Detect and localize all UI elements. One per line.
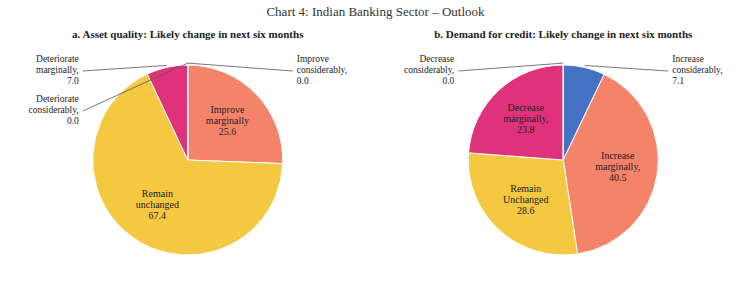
slice-label-line: Unchanged [503,194,549,205]
slice-label-line: 7.1 [672,76,684,86]
pie-slice [563,74,658,254]
slice-label-line: 25.6 [219,126,237,137]
slice-label: Decreasemarginally,23.8 [503,102,548,135]
slice-label-line: Deteriorate [36,94,79,104]
slice-label-line: 67.4 [149,210,167,221]
pie-slice [187,65,188,160]
pie-slice [469,65,564,160]
pie-slice [147,65,187,160]
slice-label: Increasemarginally,40.5 [595,150,640,183]
slice-label: Deterioratemarginally,7.0 [36,54,79,86]
slice-label-line: considerably, [404,65,454,75]
slice-label: RemainUnchanged28.6 [503,183,549,216]
leader-line [83,65,167,71]
pie-panel: Improvemarginally25.6Remainunchanged67.4… [28,54,347,255]
slice-label-line: Decrease [507,102,544,113]
slice-label-line: Increase [672,54,704,64]
slice-label: Increaseconsiderably,7.1 [672,54,722,86]
slice-label-line: 23.8 [517,124,535,135]
chart-root: Chart 4: Indian Banking Sector – Outlook… [0,0,751,298]
slice-label: Remainunchanged67.4 [136,188,179,221]
leader-line [188,63,293,71]
slice-label-line: Deteriorate [36,54,79,64]
slice-label-line: considerably, [297,65,347,75]
slice-label-line: Improve [297,54,329,64]
slice-label-line: Remain [510,183,541,194]
pie-slice [563,65,564,160]
leader-line [458,63,563,71]
slice-label-line: marginally, [36,65,79,75]
chart-title: a. Asset quality: Likely change in next … [72,28,304,40]
slice-label: Deteriorateconsiderably,0.0 [28,94,79,126]
slice-label-line: Decrease [419,54,454,64]
slice-label-line: Improve [210,104,244,115]
pie-slice [187,65,188,160]
slice-label: Improveconsiderably,0.0 [297,54,347,86]
slice-label-line: considerably, [672,65,722,75]
slice-label-line: Increase [601,150,635,161]
slice-label-line: Remain [142,188,173,199]
slice-label-line: marginally [206,115,249,126]
slice-label-line: 40.5 [609,172,627,183]
slice-label-line: unchanged [136,199,179,210]
leader-line [83,63,188,111]
slice-label-line: 28.6 [517,205,535,216]
pie-panel: Increasemarginally,40.5RemainUnchanged28… [404,54,723,255]
slice-label: Decreaseconsiderably,0.0 [404,54,455,86]
slice-label-line: 0.0 [442,76,454,86]
pie-slice [468,153,577,255]
leader-line [585,66,669,72]
chart-title: b. Demand for credit: Likely change in n… [434,28,693,40]
slice-label: Improvemarginally25.6 [206,104,249,137]
slice-label-line: considerably, [28,105,78,115]
slice-label-line: 7.0 [67,76,79,86]
slice-label-line: 0.0 [67,116,79,126]
slice-label-line: 0.0 [297,76,309,86]
slice-label-line: marginally, [503,113,548,124]
slices [468,65,658,255]
figure-title: Chart 4: Indian Banking Sector – Outlook [266,4,485,19]
slice-label-line: marginally, [595,161,640,172]
pie-slice [188,65,283,164]
